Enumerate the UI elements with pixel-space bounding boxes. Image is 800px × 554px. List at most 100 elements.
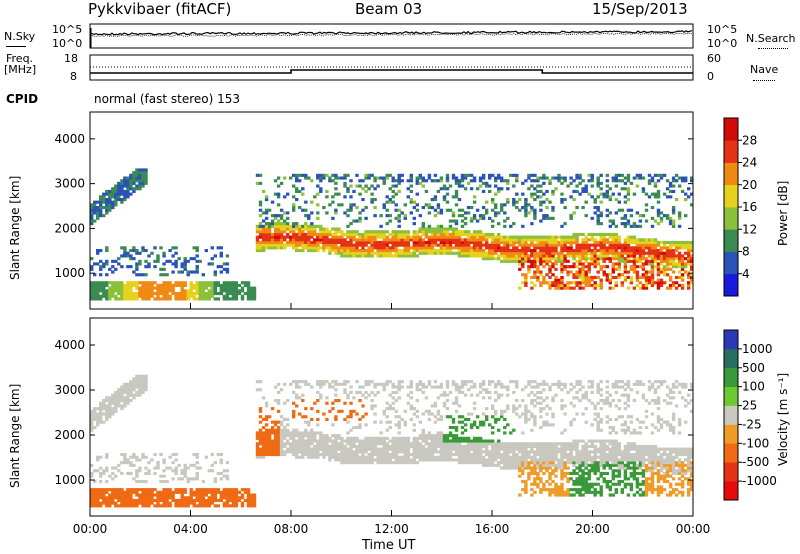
power-cell bbox=[279, 240, 284, 244]
velocity-cell bbox=[147, 501, 151, 505]
power-cell bbox=[521, 192, 525, 196]
velocity-cell bbox=[433, 447, 438, 451]
velocity-cell bbox=[334, 444, 338, 448]
power-cell bbox=[370, 235, 374, 239]
power-cell bbox=[135, 184, 139, 188]
power-cell bbox=[111, 187, 115, 191]
velocity-cell bbox=[412, 412, 416, 416]
velocity-cell bbox=[415, 455, 419, 459]
velocity-cell bbox=[542, 442, 546, 446]
power-cell bbox=[138, 173, 142, 177]
power-cell bbox=[674, 254, 679, 258]
velocity-cell bbox=[165, 488, 169, 492]
velocity-cell bbox=[491, 415, 495, 419]
velocity-cell bbox=[485, 439, 489, 443]
velocity-cell bbox=[292, 401, 296, 405]
power-cell bbox=[276, 246, 281, 250]
power-cell bbox=[415, 230, 419, 234]
power-cell bbox=[472, 254, 477, 258]
power-cell bbox=[394, 235, 398, 239]
velocity-cell bbox=[524, 450, 528, 454]
velocity-cell bbox=[201, 488, 205, 492]
power-cell bbox=[349, 195, 353, 199]
power-cell bbox=[674, 249, 679, 253]
velocity-cell bbox=[515, 382, 519, 386]
velocity-cell bbox=[246, 490, 251, 494]
power-cell bbox=[626, 179, 631, 183]
power-cell bbox=[313, 240, 317, 244]
power-cell bbox=[548, 270, 552, 274]
velocity-cell bbox=[270, 453, 275, 457]
power-cell bbox=[162, 289, 166, 293]
velocity-cell bbox=[512, 442, 516, 446]
power-cell bbox=[334, 238, 338, 242]
velocity-cell bbox=[93, 501, 97, 505]
power-cell bbox=[183, 262, 187, 266]
velocity-cell bbox=[481, 420, 486, 424]
velocity-cell bbox=[99, 417, 103, 421]
power-cell bbox=[132, 270, 136, 274]
power-cell bbox=[295, 238, 299, 242]
power-cell bbox=[566, 184, 570, 188]
velocity-cell bbox=[403, 409, 407, 413]
velocity-cell bbox=[367, 442, 371, 446]
velocity-cell bbox=[279, 434, 284, 438]
power-cell bbox=[448, 235, 453, 239]
power-cell bbox=[548, 267, 552, 271]
velocity-cell bbox=[472, 439, 477, 443]
velocity-cell bbox=[279, 447, 284, 451]
power-cell bbox=[382, 246, 386, 250]
power-cell bbox=[671, 257, 676, 261]
power-cell bbox=[500, 176, 504, 180]
velocity-cell bbox=[93, 504, 97, 508]
power-cell bbox=[457, 208, 462, 212]
power-cell bbox=[433, 195, 438, 199]
power-cell bbox=[328, 251, 332, 255]
velocity-cell bbox=[286, 450, 290, 454]
velocity-cell bbox=[491, 442, 495, 446]
power-cell bbox=[626, 286, 631, 290]
power-cell bbox=[451, 232, 456, 236]
power-cell bbox=[391, 189, 395, 193]
power-cell bbox=[213, 270, 217, 274]
velocity-cell bbox=[364, 444, 368, 448]
power-cell bbox=[451, 238, 456, 242]
velocity-cell bbox=[358, 417, 362, 421]
power-cell bbox=[90, 219, 94, 223]
power-cell bbox=[572, 249, 576, 253]
power-cell bbox=[225, 283, 230, 287]
power-cell bbox=[114, 198, 118, 202]
velocity-cell bbox=[548, 388, 552, 392]
power-cell bbox=[334, 249, 338, 253]
power-cell bbox=[551, 262, 555, 266]
power-cell bbox=[602, 240, 606, 244]
power-cell bbox=[626, 240, 631, 244]
power-cell bbox=[626, 251, 631, 255]
power-cell bbox=[424, 249, 429, 253]
power-cell bbox=[337, 240, 341, 244]
power-cell bbox=[684, 176, 688, 180]
velocity-cell bbox=[153, 493, 157, 497]
velocity-cell bbox=[460, 431, 465, 435]
freq-tick-bottom: 8 bbox=[70, 70, 77, 83]
power-cell bbox=[135, 281, 139, 285]
velocity-cell bbox=[415, 444, 419, 448]
velocity-cell bbox=[225, 496, 230, 500]
velocity-cell bbox=[442, 404, 447, 408]
power-cell bbox=[593, 265, 597, 269]
velocity-cell bbox=[548, 423, 552, 427]
power-cell bbox=[114, 281, 118, 285]
power-cell bbox=[409, 176, 413, 180]
velocity-cell bbox=[469, 461, 474, 465]
velocity-cell bbox=[548, 471, 552, 475]
velocity-cell bbox=[503, 458, 507, 462]
power-cell bbox=[581, 232, 585, 236]
velocity-cell bbox=[267, 453, 272, 457]
power-cell bbox=[515, 173, 519, 177]
power-cell bbox=[494, 238, 498, 242]
power-cell bbox=[614, 283, 618, 287]
power-cell bbox=[596, 176, 600, 180]
power-cell bbox=[174, 294, 178, 298]
power-cell bbox=[295, 179, 299, 183]
power-cell bbox=[120, 184, 124, 188]
